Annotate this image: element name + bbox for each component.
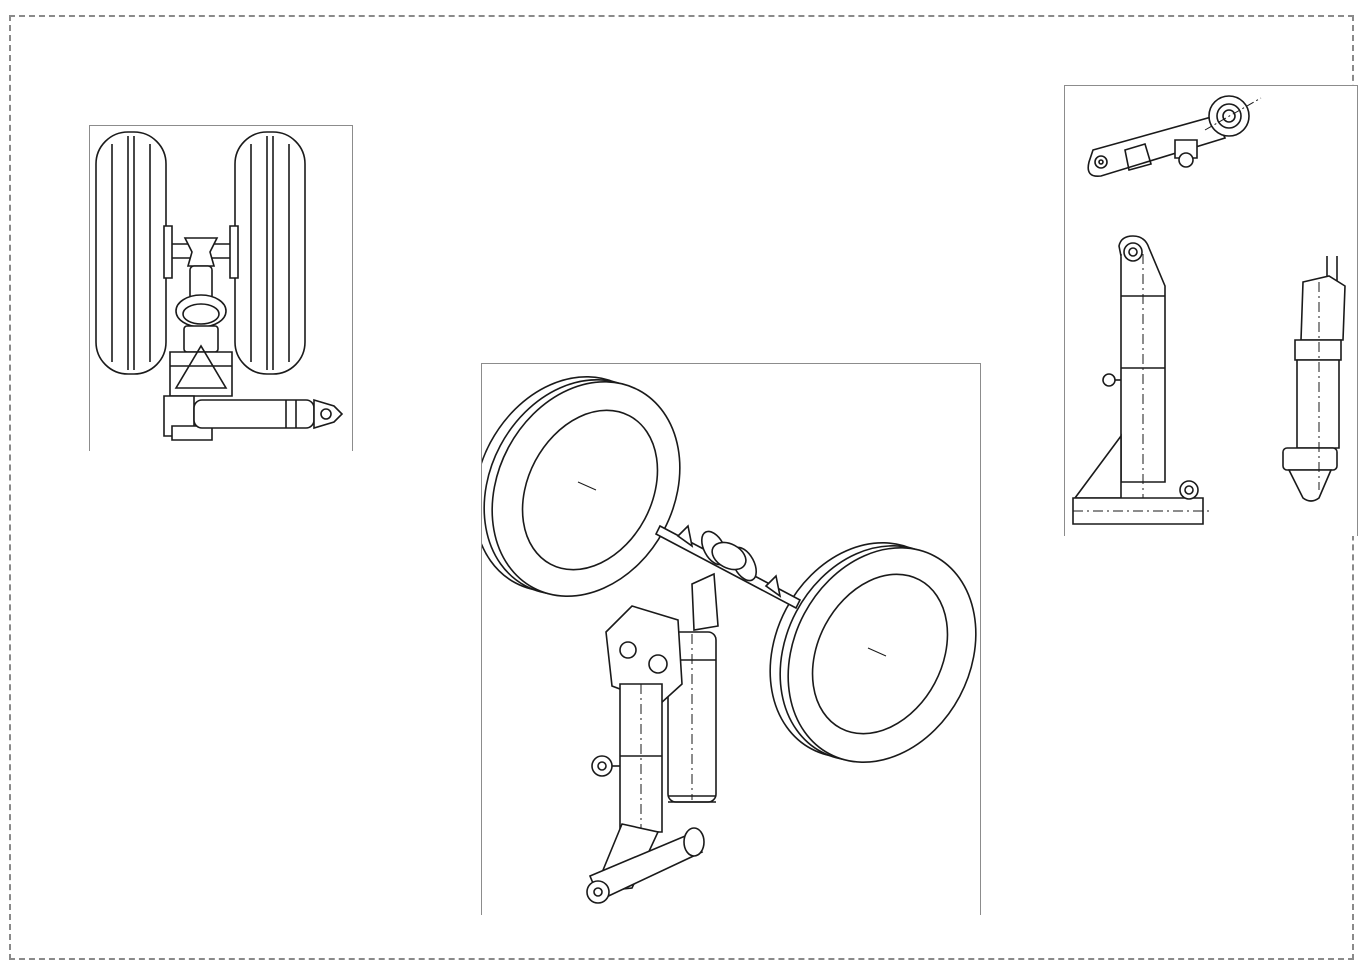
axle-and-strut — [164, 226, 238, 396]
side-actuator — [164, 396, 342, 440]
parts-view-frame[interactable] — [1064, 85, 1358, 536]
front-view-frame[interactable] — [89, 125, 353, 451]
isometric-view-frame[interactable] — [481, 363, 981, 915]
front-view-drawing — [90, 126, 352, 451]
main-strut-iso — [592, 606, 682, 832]
shock-absorber-part — [1283, 256, 1345, 501]
right-wheel — [235, 132, 305, 374]
parts-view-drawing — [1065, 86, 1357, 536]
left-wheel — [96, 132, 166, 374]
right-wheel-iso — [734, 510, 980, 795]
strut-body-part — [1073, 236, 1211, 524]
torque-link-part — [1088, 96, 1261, 176]
axle-iso — [656, 526, 800, 608]
isometric-view-drawing — [482, 364, 980, 915]
left-wheel-iso — [482, 364, 716, 629]
trailing-link-iso — [587, 824, 704, 903]
